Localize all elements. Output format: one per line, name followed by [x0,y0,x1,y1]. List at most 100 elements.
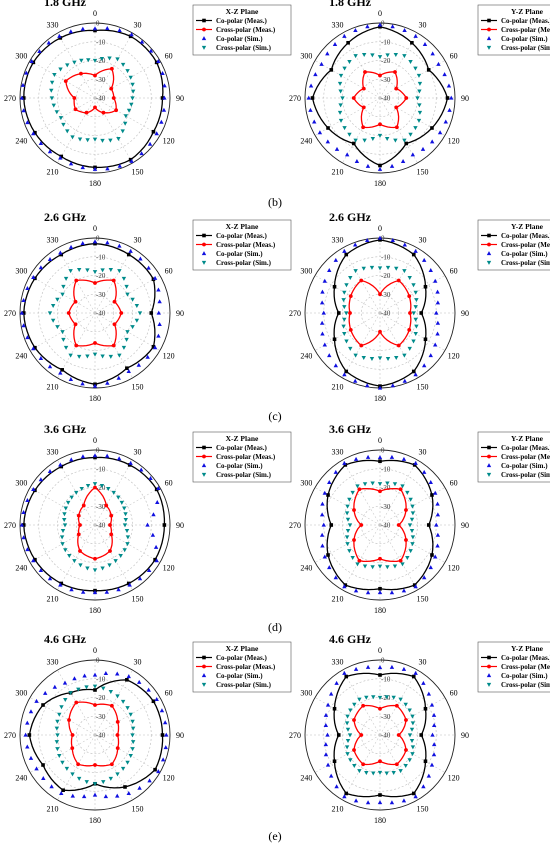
data-point [378,329,382,334]
data-point [93,455,97,460]
data-point [417,103,422,108]
data-point [344,674,349,679]
angle-tick-label: 210 [332,168,344,177]
data-point [342,290,347,295]
data-point [125,330,130,335]
data-point [411,791,416,796]
series-cross_meas [351,70,409,130]
data-point [116,587,121,592]
data-point [19,522,25,527]
legend-entry-label: Cross-polar (Meas.) [501,663,550,671]
radial-tick-label: -40 [381,95,391,103]
data-point [407,733,413,738]
data-point [151,129,156,134]
data-point [67,554,72,559]
data-point [357,769,362,774]
data-point [377,800,383,805]
data-point [319,512,325,517]
data-point [348,346,353,351]
data-point [31,558,36,563]
data-point [92,782,98,787]
data-point [27,733,32,737]
data-point [100,268,105,273]
data-point [326,553,330,557]
angle-tick-label: 30 [419,20,427,29]
data-point [47,576,53,581]
data-point [76,267,82,272]
data-point [361,125,366,130]
data-point [319,532,325,537]
data-point [129,158,134,163]
data-point [127,582,132,587]
data-point [108,523,112,527]
angle-tick-label: 30 [134,20,142,29]
grid-spoke [94,97,133,164]
data-point [109,66,114,71]
data-point [41,763,45,767]
data-point [344,791,349,796]
data-point [105,240,110,245]
radial-tick-label: -20 [381,694,391,702]
data-point [394,762,399,767]
data-point [421,784,426,789]
data-point [329,68,334,72]
data-point [115,694,120,699]
legend-entry-label: Cross-polar (Meas.) [501,453,550,461]
data-point [112,299,117,304]
data-point [85,484,91,489]
polar-chart-e-left: 4.6 GHz 0 30 60 90 120 150 180 210 240 270 300 330 -4… [4,632,292,825]
series-co_sim [319,454,441,595]
data-point [402,138,407,143]
grid-spoke [342,734,381,801]
legend-plane-title: X-Z Plane [226,222,259,231]
data-point [105,26,110,31]
angle-tick-label: 90 [461,521,469,530]
data-point [389,590,395,595]
data-point [409,739,415,744]
data-point [103,794,109,799]
data-point [55,325,60,330]
data-point [371,771,376,776]
data-point [72,559,77,564]
data-point [117,269,122,274]
data-point [74,278,79,283]
data-point [77,137,83,142]
radial-tick-label: 0 [96,235,100,243]
data-point [413,248,418,253]
data-point [327,565,332,570]
data-point [357,558,362,563]
series-co_sim [23,671,169,799]
angle-tick-label: 60 [165,267,173,276]
data-point [115,746,120,751]
data-point [409,517,415,522]
data-point [430,553,434,557]
data-point [325,732,330,737]
outer-ring [304,659,456,811]
angle-tick-label: 270 [289,94,301,103]
data-point [104,453,110,458]
data-point [107,563,112,568]
data-point [350,555,355,560]
data-point [377,266,383,271]
data-point [125,366,129,371]
data-point [402,353,407,358]
data-point [378,24,382,29]
data-point [63,345,69,350]
data-point [31,346,36,351]
radial-tick-label: -10 [381,38,391,46]
data-point [365,24,370,29]
data-point [119,311,124,315]
data-point [160,71,165,76]
data-point [445,96,450,100]
data-point [62,523,68,528]
grid-spoke [94,734,161,773]
data-point [93,281,97,285]
data-point [120,699,126,704]
data-point [320,331,325,336]
grid-spoke [379,97,418,164]
data-point [43,690,48,695]
data-point [405,555,410,560]
data-point [342,584,347,589]
data-point [391,770,396,775]
